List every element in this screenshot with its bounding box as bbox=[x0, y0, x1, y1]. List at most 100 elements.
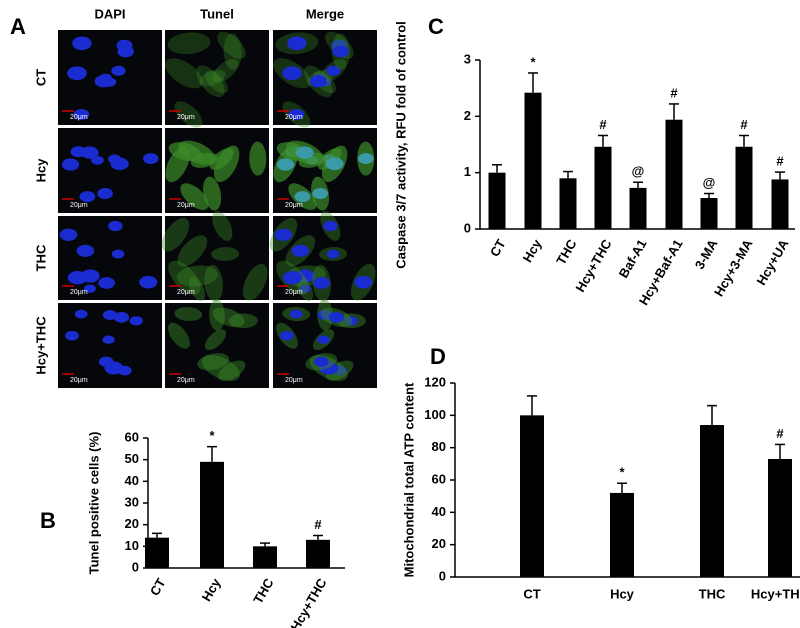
nucleus bbox=[287, 36, 307, 51]
cell bbox=[178, 140, 216, 165]
x-tick-label: THC bbox=[553, 236, 580, 267]
nucleus bbox=[129, 316, 143, 326]
nucleus bbox=[328, 312, 345, 323]
nucleus bbox=[282, 270, 302, 285]
cell bbox=[165, 58, 203, 89]
micrograph bbox=[165, 303, 269, 388]
nucleus bbox=[288, 108, 305, 120]
cell bbox=[218, 360, 246, 381]
nucleus bbox=[358, 153, 374, 165]
cell bbox=[209, 299, 225, 331]
nucleus bbox=[79, 191, 96, 203]
y-tick-label: 120 bbox=[424, 374, 446, 389]
nucleus bbox=[117, 45, 134, 58]
scale-bar-label: 20μm bbox=[70, 202, 88, 209]
x-tick-label: Hcy bbox=[199, 575, 224, 604]
bar bbox=[559, 178, 577, 229]
significance-mark: # bbox=[740, 117, 748, 132]
cell bbox=[212, 211, 233, 241]
nucleus bbox=[326, 249, 340, 259]
cell bbox=[212, 59, 239, 83]
y-tick-label: 2 bbox=[464, 108, 471, 123]
nucleus bbox=[295, 146, 314, 159]
column-header: DAPI bbox=[94, 6, 125, 21]
scale-bar-label: 20μm bbox=[70, 114, 88, 121]
bar bbox=[524, 92, 542, 229]
nucleus bbox=[65, 330, 79, 341]
nucleus bbox=[94, 75, 113, 88]
cell bbox=[212, 307, 245, 328]
significance-mark: @ bbox=[703, 175, 716, 190]
y-tick-label: 0 bbox=[464, 220, 471, 235]
nucleus bbox=[102, 310, 118, 321]
x-tick-label: CT bbox=[523, 586, 540, 601]
cell bbox=[199, 69, 226, 87]
bar bbox=[700, 198, 718, 229]
scale-bar-label: 20μm bbox=[177, 289, 195, 296]
bar bbox=[253, 546, 277, 568]
nucleus bbox=[294, 191, 311, 203]
nucleus bbox=[282, 66, 302, 81]
nucleus bbox=[274, 228, 293, 241]
nucleus bbox=[344, 316, 358, 326]
row-label: THC bbox=[33, 244, 48, 271]
y-tick-label: 50 bbox=[125, 451, 139, 466]
cell bbox=[213, 145, 240, 183]
scale-bar-label: 20μm bbox=[285, 289, 303, 296]
nucleus bbox=[313, 277, 331, 289]
scale-bar-label: 20μm bbox=[177, 114, 195, 121]
nucleus bbox=[98, 277, 116, 289]
nucleus bbox=[102, 335, 115, 344]
panel-label: A bbox=[10, 14, 26, 39]
scale-bar-label: 20μm bbox=[285, 114, 303, 121]
y-axis-label: Tunel positive cells (%) bbox=[86, 432, 101, 575]
cell bbox=[223, 33, 242, 70]
nucleus bbox=[73, 108, 90, 120]
significance-mark: # bbox=[776, 154, 784, 169]
y-tick-label: 3 bbox=[464, 51, 471, 66]
nucleus bbox=[59, 228, 78, 241]
column-header: Merge bbox=[306, 6, 344, 21]
bar bbox=[145, 537, 169, 568]
significance-mark: * bbox=[619, 465, 625, 480]
micrograph bbox=[165, 216, 269, 300]
bar bbox=[665, 119, 683, 229]
cell bbox=[168, 260, 201, 295]
x-tick-label: Hcy+UA bbox=[753, 236, 791, 288]
cell bbox=[167, 32, 211, 55]
row-label: CT bbox=[33, 69, 48, 86]
cell bbox=[203, 176, 222, 211]
cell bbox=[174, 307, 203, 322]
nucleus bbox=[111, 249, 125, 259]
bar bbox=[629, 187, 647, 229]
column-header: Tunel bbox=[200, 6, 234, 21]
nucleus bbox=[312, 188, 328, 199]
y-tick-label: 60 bbox=[432, 471, 446, 486]
y-tick-label: 20 bbox=[125, 516, 139, 531]
cell bbox=[217, 31, 246, 59]
nucleus bbox=[317, 335, 330, 344]
nucleus bbox=[326, 65, 341, 76]
cell bbox=[197, 353, 230, 371]
y-tick-label: 100 bbox=[424, 407, 446, 422]
y-tick-label: 80 bbox=[432, 439, 446, 454]
bar bbox=[700, 425, 724, 577]
x-tick-label: THC bbox=[699, 586, 726, 601]
nucleus bbox=[74, 309, 88, 319]
nucleus bbox=[110, 157, 129, 171]
bar bbox=[768, 458, 792, 577]
nucleus bbox=[108, 220, 123, 232]
cell bbox=[174, 101, 203, 128]
scale-bar-label: 20μm bbox=[285, 377, 303, 384]
panel-label: B bbox=[40, 508, 56, 533]
nucleus bbox=[323, 220, 338, 232]
row-label: Hcy+THC bbox=[33, 316, 48, 375]
nucleus bbox=[298, 284, 311, 293]
nucleus bbox=[67, 270, 87, 285]
cell bbox=[205, 71, 229, 94]
nucleus bbox=[83, 284, 96, 293]
nucleus bbox=[280, 330, 294, 341]
nucleus bbox=[276, 158, 295, 171]
bar bbox=[520, 415, 544, 577]
